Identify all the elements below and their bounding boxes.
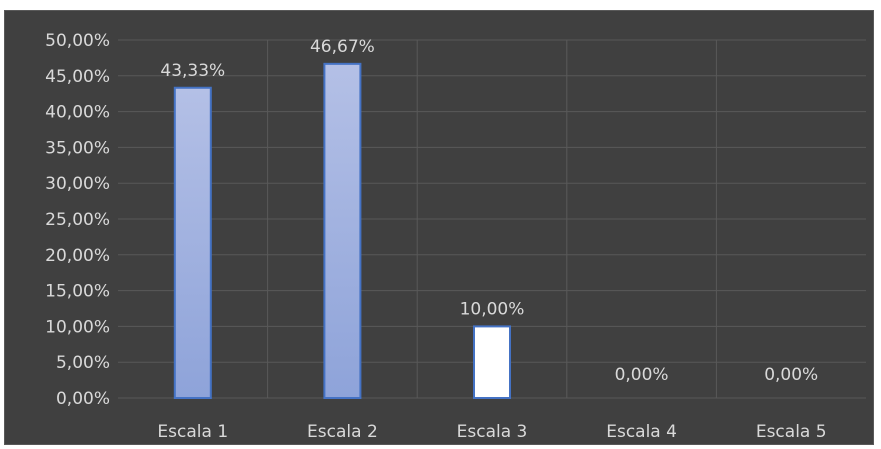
- data-label: 43,33%: [160, 61, 225, 81]
- data-label: 10,00%: [460, 299, 525, 319]
- x-tick-label: Escala 3: [457, 422, 528, 442]
- y-tick-label: 0,00%: [56, 389, 110, 409]
- y-tick-label: 45,00%: [45, 67, 110, 87]
- y-tick-label: 10,00%: [45, 317, 110, 337]
- y-tick-label: 50,00%: [45, 31, 110, 51]
- y-tick-label: 20,00%: [45, 246, 110, 266]
- bar-escala-3: [473, 325, 511, 399]
- data-label: 46,67%: [310, 37, 375, 57]
- y-tick-label: 40,00%: [45, 103, 110, 123]
- y-tick-label: 30,00%: [45, 174, 110, 194]
- x-tick-label: Escala 1: [157, 422, 228, 442]
- bars: 43,33% 46,67% 10,00% 0,00% 0,00%: [160, 37, 818, 399]
- y-tick-label: 5,00%: [56, 353, 110, 373]
- data-label: 0,00%: [764, 365, 818, 385]
- x-tick-label: Escala 2: [307, 422, 378, 442]
- chart-area: [4, 10, 874, 445]
- y-tick-label: 35,00%: [45, 138, 110, 158]
- y-tick-label: 15,00%: [45, 282, 110, 302]
- y-axis-ticks: 0,00% 5,00% 10,00% 15,00% 20,00% 25,00% 30,00%…: [45, 31, 110, 409]
- bar-escala-1: [173, 86, 212, 399]
- x-tick-label: Escala 4: [606, 422, 677, 442]
- y-tick-label: 25,00%: [45, 210, 110, 230]
- x-axis-ticks: Escala 1 Escala 2 Escala 3 Escala 4 Escala 5: [157, 422, 826, 442]
- gridlines: [118, 39, 866, 399]
- x-tick-label: Escala 5: [756, 422, 827, 442]
- data-label: 0,00%: [615, 365, 669, 385]
- bar-escala-2: [323, 62, 362, 399]
